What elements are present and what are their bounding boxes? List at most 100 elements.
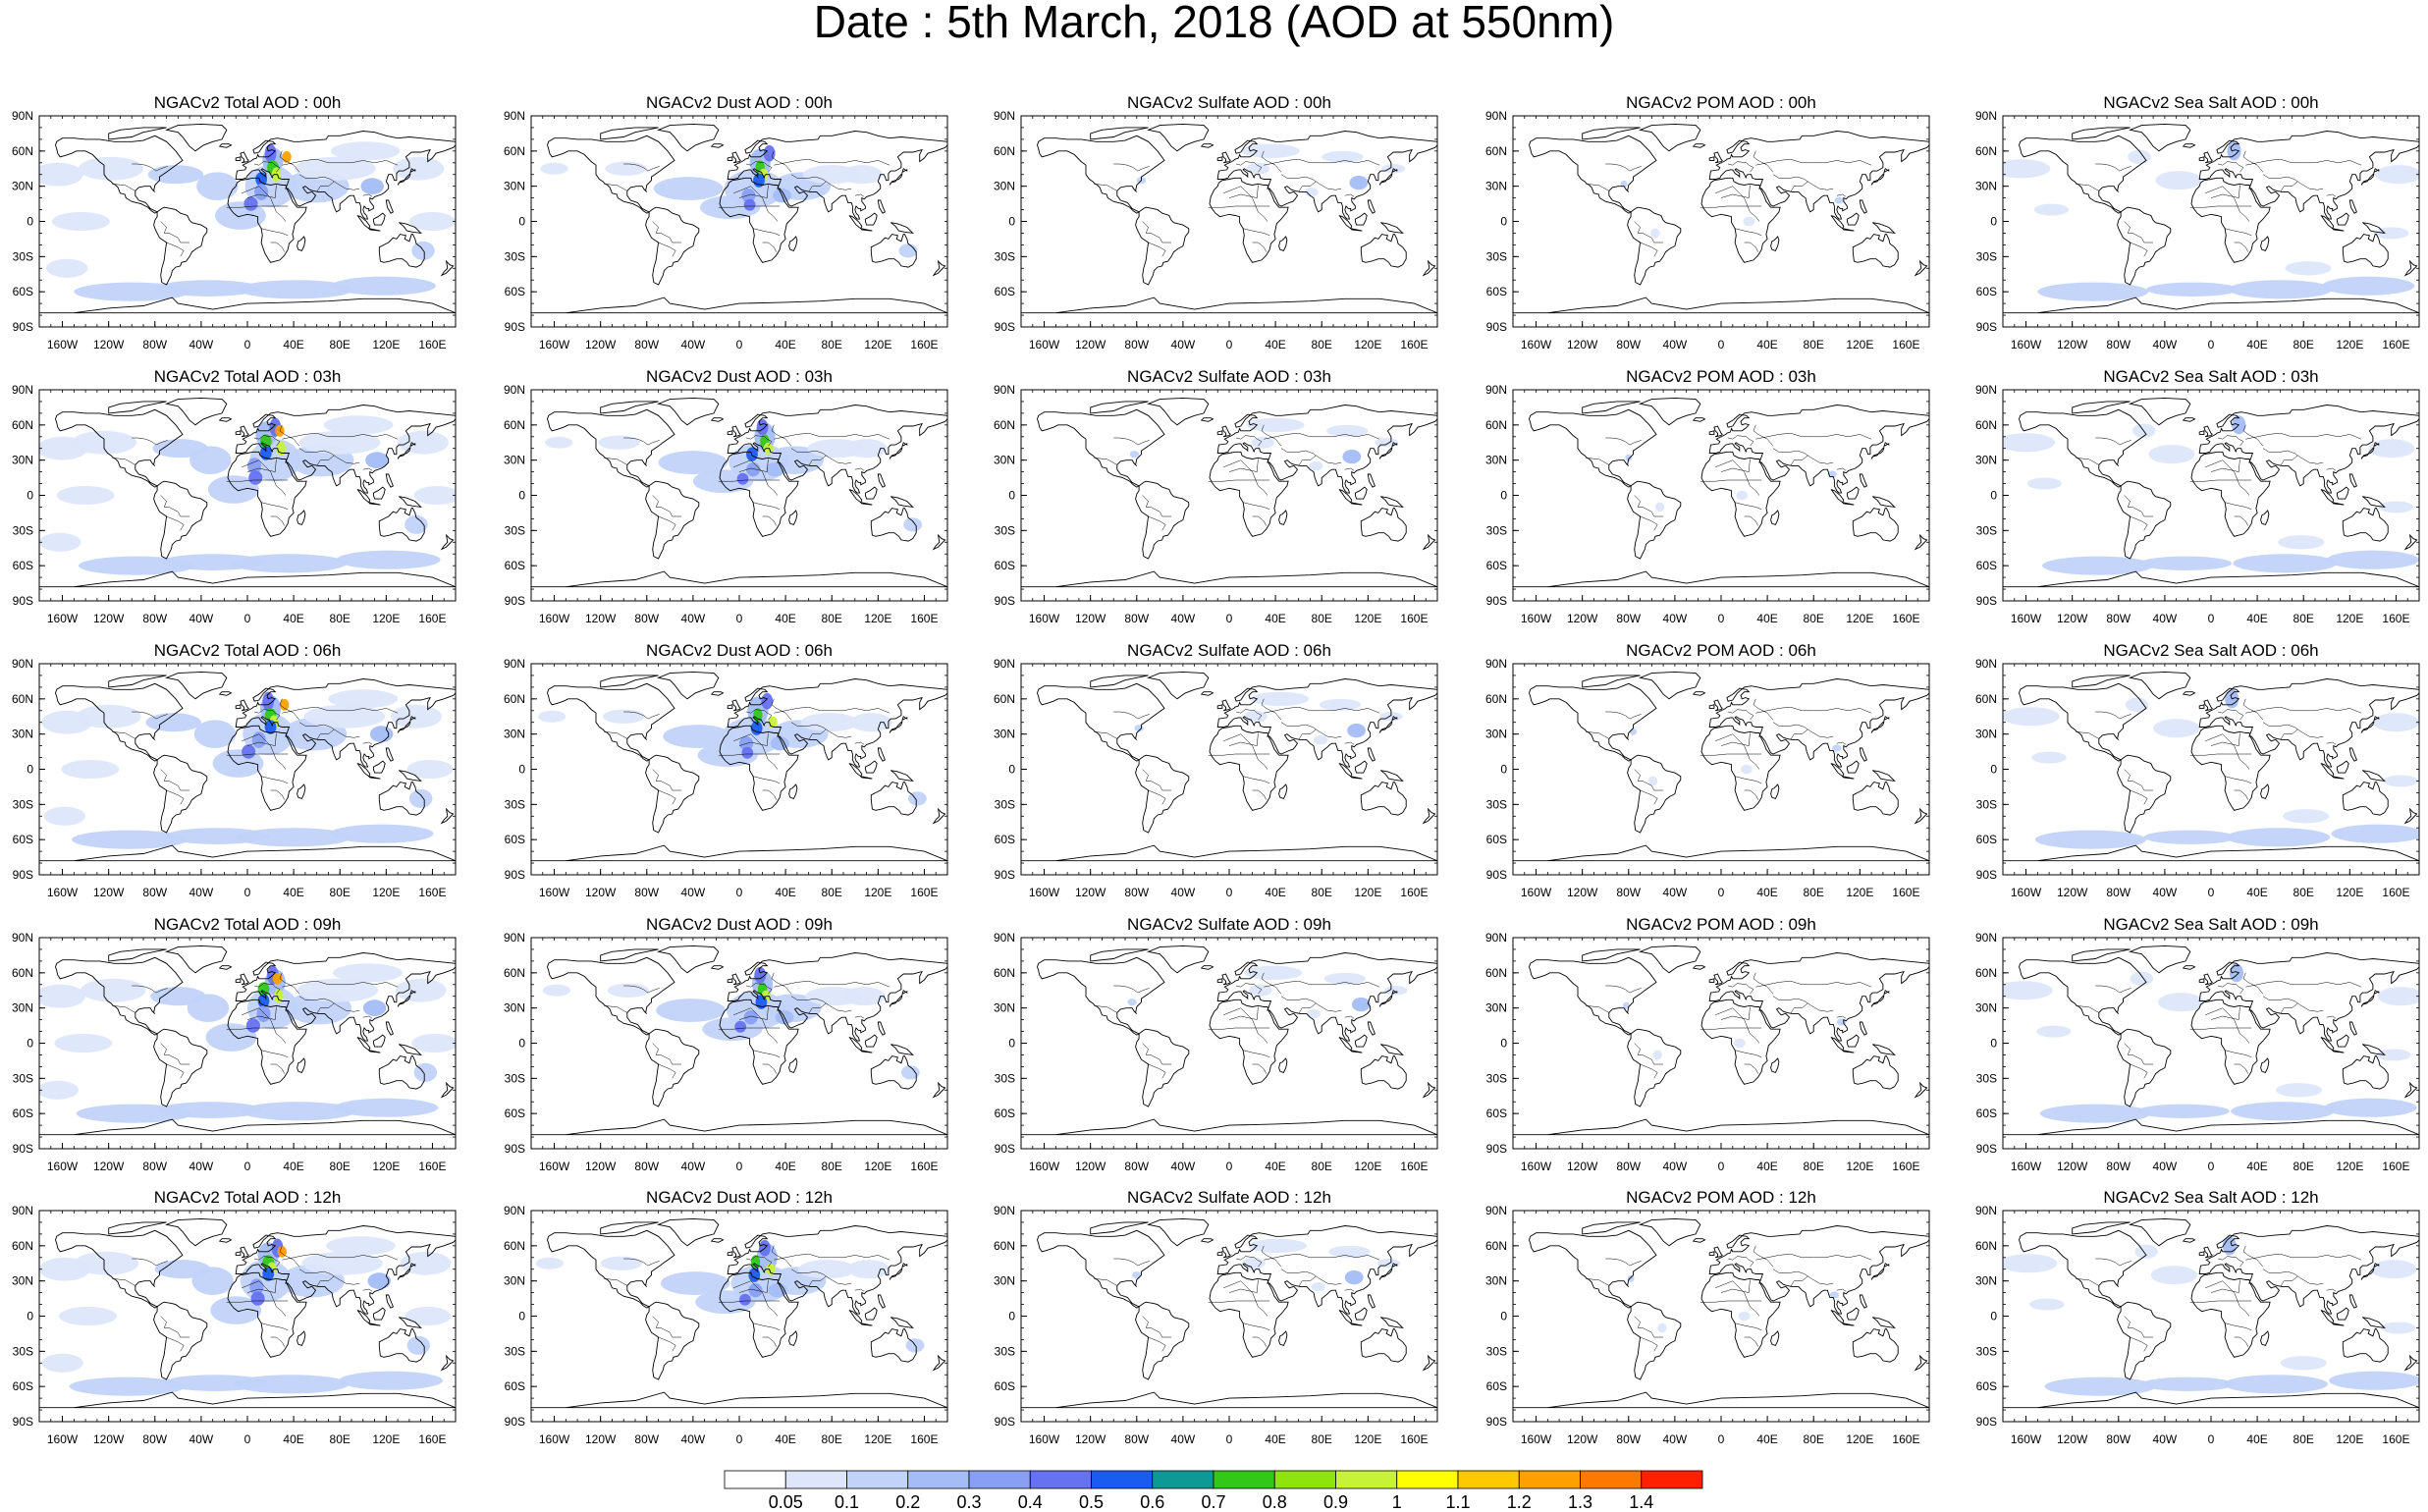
aod-field (2036, 1025, 2072, 1038)
lat-tick-label: 0 (1008, 763, 1015, 777)
coastline (240, 973, 249, 986)
coastline (440, 259, 455, 277)
country-border (2242, 698, 2264, 721)
lon-tick-label: 80E (330, 886, 351, 899)
coastline (356, 489, 371, 504)
country-border (112, 1005, 135, 1013)
country-border (604, 1278, 627, 1286)
coastline (2362, 222, 2386, 235)
lat-tick-label: 60S (505, 559, 525, 572)
lon-tick-label: 0 (1718, 1160, 1725, 1173)
aod-field (242, 744, 256, 759)
lon-tick-label: 120E (372, 1160, 400, 1173)
country-border (2131, 781, 2154, 791)
country-border (1735, 1323, 1762, 1331)
aod-field (2146, 282, 2239, 297)
coastline (1713, 699, 1723, 712)
country-border (2262, 1269, 2324, 1285)
aod-field (2378, 501, 2414, 513)
lat-tick-label: 60N (1485, 418, 1507, 432)
country-border (1094, 184, 1117, 191)
country-border (2242, 972, 2264, 995)
coastline (165, 671, 228, 700)
panel-title: NGACv2 Dust AOD : 09h (646, 915, 833, 934)
country-border (1252, 242, 1267, 252)
aod-field (766, 1263, 776, 1275)
lon-tick-label: 80E (1312, 612, 1332, 625)
panel-title: NGACv2 Dust AOD : 03h (646, 367, 833, 386)
coastline (1422, 259, 1436, 277)
coastline (39, 1391, 456, 1409)
coastline (1021, 844, 1437, 862)
lon-tick-label: 40W (2153, 886, 2178, 899)
aod-field (251, 731, 266, 749)
aod-field (756, 418, 769, 436)
coastline (1221, 1246, 1231, 1259)
coastline (1713, 151, 1723, 164)
aod-field (393, 156, 445, 181)
lon-tick-label: 160E (910, 612, 938, 625)
aod-field (369, 726, 394, 743)
country-border (132, 163, 168, 172)
coastline (1513, 1391, 1929, 1409)
country-border (771, 150, 792, 173)
coastline (870, 1328, 917, 1363)
aod-field (398, 430, 449, 455)
coastline (2003, 1118, 2419, 1136)
aod-field (1244, 710, 1268, 723)
coastline (1852, 1055, 1899, 1090)
lon-tick-label: 80W (2106, 338, 2131, 351)
country-border (1640, 1063, 1658, 1079)
lat-tick-label: 30N (1975, 1001, 1997, 1015)
lon-tick-label: 40E (2246, 1432, 2267, 1446)
aod-field (51, 211, 110, 232)
country-border (1728, 1256, 1754, 1268)
coastline (2198, 131, 2419, 220)
coastline (2336, 1307, 2349, 1321)
country-border (1094, 1278, 1117, 1286)
country-border (132, 437, 168, 446)
country-border (1720, 732, 1751, 746)
lon-tick-label: 160W (1029, 1160, 1060, 1173)
coastline (2190, 177, 2271, 263)
lon-tick-label: 40W (681, 1160, 706, 1173)
coastline (901, 990, 908, 996)
country-border (746, 161, 773, 173)
lat-tick-label: 90S (505, 594, 525, 608)
lon-tick-label: 120W (1567, 338, 1598, 351)
country-border (1790, 1002, 1808, 1014)
coastline (2072, 948, 2131, 962)
country-border (2189, 753, 2252, 756)
coastline (235, 678, 456, 768)
coastline (1209, 1271, 1289, 1358)
panel-title: NGACv2 Dust AOD : 06h (646, 641, 833, 660)
country-border (1634, 495, 1643, 508)
aod-field (333, 963, 403, 983)
country-border (261, 1050, 289, 1058)
aod-field (56, 485, 115, 506)
coastline (890, 496, 914, 509)
country-border (279, 972, 300, 995)
country-border (1772, 174, 1834, 190)
lat-tick-label: 30S (995, 249, 1015, 263)
country-border (652, 221, 661, 234)
aod-field (295, 156, 376, 181)
country-border (1744, 515, 1758, 526)
coastline (2331, 1322, 2345, 1326)
country-border (2130, 1063, 2148, 1079)
lon-tick-label: 120E (2336, 886, 2363, 899)
coastline (1700, 177, 1781, 263)
colorbar-label: 0.7 (1201, 1492, 1225, 1512)
coastline (378, 782, 425, 816)
country-border (604, 1005, 627, 1013)
lon-tick-label: 80W (1616, 612, 1641, 625)
coastline (1378, 721, 1393, 733)
country-border (808, 1275, 827, 1287)
coastline (1513, 297, 1929, 314)
aod-field (1127, 999, 1137, 1006)
aod-field (1322, 150, 1364, 163)
lat-tick-label: 90S (1976, 594, 1997, 608)
country-border (808, 455, 827, 466)
country-border (1634, 1316, 1643, 1328)
